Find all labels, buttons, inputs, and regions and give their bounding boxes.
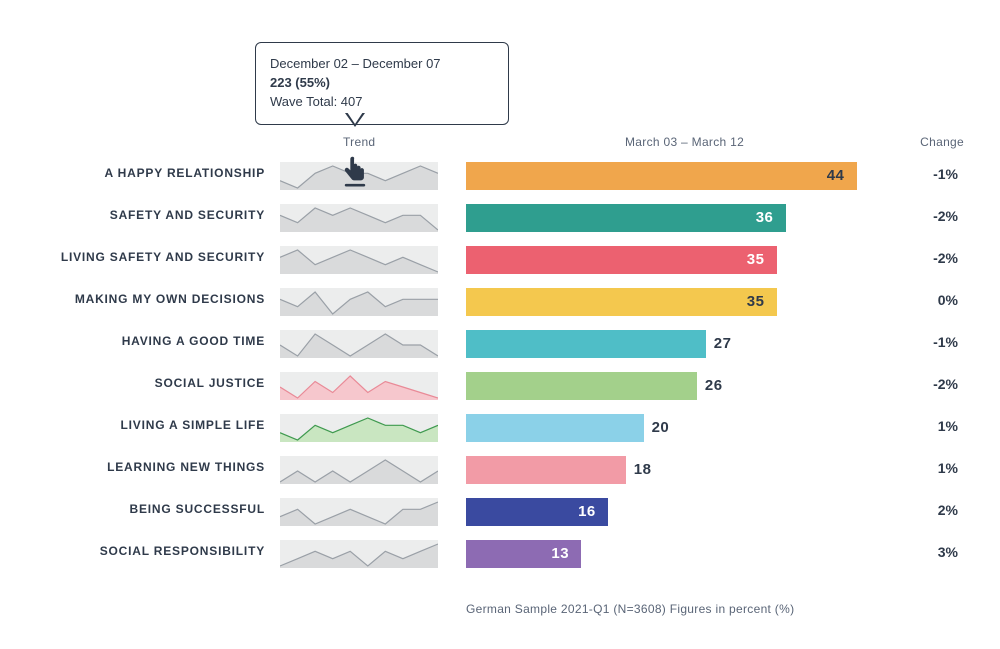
trend-sparkline[interactable]: [280, 372, 438, 400]
change-value: 0%: [938, 292, 958, 308]
bar-value: 35: [747, 251, 765, 268]
trend-sparkline[interactable]: [280, 456, 438, 484]
row-label: LIVING SAFETY AND SECURITY: [0, 250, 265, 264]
bar-value: 44: [827, 167, 845, 184]
bar[interactable]: [466, 162, 857, 190]
bar-track: 18: [466, 456, 910, 484]
chart-row: BEING SUCCESSFUL 16 2%: [0, 496, 1000, 538]
chart-row: LIVING SAFETY AND SECURITY 35 -2%: [0, 244, 1000, 286]
trend-sparkline[interactable]: [280, 498, 438, 526]
change-value: 1%: [938, 418, 958, 434]
bar-track: 13: [466, 540, 910, 568]
chart-row: LIVING A SIMPLE LIFE 20 1%: [0, 412, 1000, 454]
change-value: 1%: [938, 460, 958, 476]
chart-area: December 02 – December 07 223 (55%) Wave…: [0, 0, 1000, 649]
bar[interactable]: [466, 288, 777, 316]
chart-row: SOCIAL JUSTICE 26 -2%: [0, 370, 1000, 412]
bar-value: 18: [634, 461, 652, 478]
bar[interactable]: [466, 414, 644, 442]
bar-value: 35: [747, 293, 765, 310]
chart-row: MAKING MY OWN DECISIONS 35 0%: [0, 286, 1000, 328]
tooltip-period: December 02 – December 07: [270, 55, 494, 74]
row-label: MAKING MY OWN DECISIONS: [0, 292, 265, 306]
row-label: SOCIAL RESPONSIBILITY: [0, 544, 265, 558]
bar[interactable]: [466, 372, 697, 400]
tooltip-total: Wave Total: 407: [270, 93, 494, 112]
row-label: LEARNING NEW THINGS: [0, 460, 265, 474]
bar[interactable]: [466, 330, 706, 358]
header-trend: Trend: [343, 135, 375, 149]
bar-value: 26: [705, 377, 723, 394]
bar-value: 16: [578, 503, 596, 520]
footnote: German Sample 2021-Q1 (N=3608) Figures i…: [466, 602, 794, 616]
change-value: 2%: [938, 502, 958, 518]
row-label: A HAPPY RELATIONSHIP: [0, 166, 265, 180]
bar-value: 36: [756, 209, 774, 226]
bar-value: 13: [551, 545, 569, 562]
trend-sparkline[interactable]: [280, 288, 438, 316]
row-label: SOCIAL JUSTICE: [0, 376, 265, 390]
trend-sparkline[interactable]: [280, 414, 438, 442]
rows-container: A HAPPY RELATIONSHIP 44 -1% SAFETY AND SECU…: [0, 160, 1000, 580]
chart-row: LEARNING NEW THINGS 18 1%: [0, 454, 1000, 496]
bar-track: 26: [466, 372, 910, 400]
row-label: LIVING A SIMPLE LIFE: [0, 418, 265, 432]
bar-track: 27: [466, 330, 910, 358]
trend-sparkline[interactable]: [280, 540, 438, 568]
bar-track: 36: [466, 204, 910, 232]
change-value: -1%: [933, 166, 958, 182]
tooltip-value: 223 (55%): [270, 74, 494, 93]
change-value: -1%: [933, 334, 958, 350]
bar-track: 44: [466, 162, 910, 190]
row-label: BEING SUCCESSFUL: [0, 502, 265, 516]
bar[interactable]: [466, 204, 786, 232]
chart-row: HAVING A GOOD TIME 27 -1%: [0, 328, 1000, 370]
trend-sparkline[interactable]: [280, 330, 438, 358]
trend-sparkline[interactable]: [280, 246, 438, 274]
bar[interactable]: [466, 246, 777, 274]
row-label: HAVING A GOOD TIME: [0, 334, 265, 348]
trend-sparkline[interactable]: [280, 204, 438, 232]
chart-row: SAFETY AND SECURITY 36 -2%: [0, 202, 1000, 244]
change-value: 3%: [938, 544, 958, 560]
header-change: Change: [920, 135, 964, 149]
bar-value: 27: [714, 335, 732, 352]
bar-track: 35: [466, 288, 910, 316]
bar-value: 20: [652, 419, 670, 436]
chart-row: A HAPPY RELATIONSHIP 44 -1%: [0, 160, 1000, 202]
header-period: March 03 – March 12: [625, 135, 744, 149]
change-value: -2%: [933, 208, 958, 224]
row-label: SAFETY AND SECURITY: [0, 208, 265, 222]
tooltip-box: December 02 – December 07 223 (55%) Wave…: [255, 42, 509, 125]
bar[interactable]: [466, 456, 626, 484]
change-value: -2%: [933, 250, 958, 266]
change-value: -2%: [933, 376, 958, 392]
bar-track: 20: [466, 414, 910, 442]
pointer-hand-icon: [341, 155, 369, 189]
tooltip-tail-inner: [347, 112, 363, 124]
bar-track: 16: [466, 498, 910, 526]
chart-row: SOCIAL RESPONSIBILITY 13 3%: [0, 538, 1000, 580]
bar-track: 35: [466, 246, 910, 274]
